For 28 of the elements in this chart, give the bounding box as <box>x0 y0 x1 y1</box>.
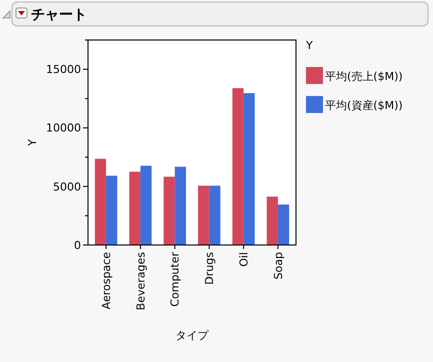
y-tick-label: 15000 <box>46 63 81 76</box>
y-axis-title: Y <box>26 138 39 147</box>
bar <box>278 204 290 245</box>
bar <box>164 176 175 245</box>
x-tick-label: Computer <box>168 252 182 307</box>
bar <box>198 186 210 245</box>
bar <box>129 172 140 245</box>
bar <box>244 93 255 245</box>
x-tick-label: Aerospace <box>100 252 113 310</box>
bar <box>232 88 244 245</box>
y-tick-label: 5000 <box>53 180 81 194</box>
legend-title: Y <box>305 39 313 52</box>
y-tick-label: 0 <box>74 238 81 252</box>
bar <box>106 176 118 245</box>
bar <box>174 166 186 245</box>
bar <box>94 158 106 245</box>
bar <box>266 196 278 245</box>
bar <box>209 186 220 245</box>
x-tick-label: Soap <box>272 252 285 280</box>
x-tick-label: Beverages <box>134 252 148 310</box>
x-axis-title: タイプ <box>176 329 210 342</box>
x-tick-label: Drugs <box>203 252 216 285</box>
legend-label: 平均(売上($M)) <box>325 70 403 83</box>
legend-label: 平均(資産($M)) <box>325 98 403 112</box>
x-tick-label: Oil <box>237 252 250 267</box>
y-tick-label: 10000 <box>46 122 81 135</box>
chart-title: チャート <box>31 7 87 23</box>
bar <box>140 166 152 245</box>
